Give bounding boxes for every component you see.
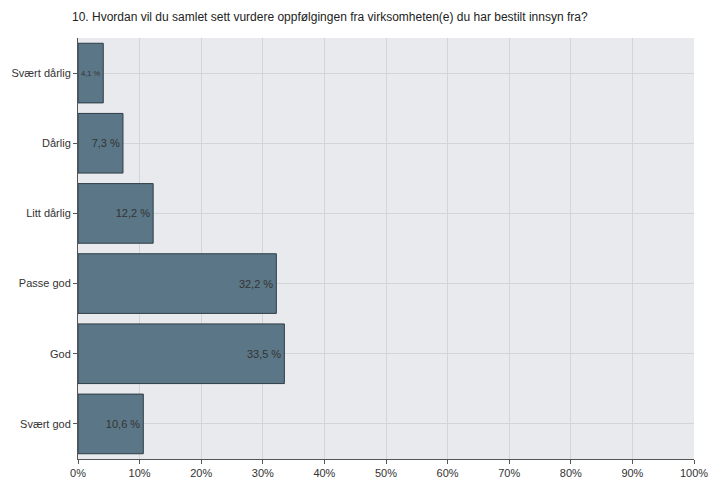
svg-text:Dårlig: Dårlig [42,137,71,149]
svg-text:7,3 %: 7,3 % [92,137,120,149]
svg-text:90%: 90% [621,467,643,479]
svg-text:30%: 30% [252,467,274,479]
svg-text:God: God [50,348,71,360]
svg-text:Svært god: Svært god [20,418,71,430]
svg-text:12,2 %: 12,2 % [116,207,150,219]
svg-text:Litt dårlig: Litt dårlig [26,207,71,219]
svg-text:50%: 50% [375,467,397,479]
svg-text:20%: 20% [190,467,212,479]
svg-text:100%: 100% [680,467,708,479]
svg-text:80%: 80% [560,467,582,479]
svg-text:10%: 10% [129,467,151,479]
svg-text:10,6 %: 10,6 % [106,418,140,430]
svg-text:60%: 60% [437,467,459,479]
svg-text:40%: 40% [313,467,335,479]
svg-text:10. Hvordan vil du samlet sett: 10. Hvordan vil du samlet sett vurdere o… [72,10,588,24]
svg-text:0%: 0% [70,467,86,479]
svg-text:33,5 %: 33,5 % [247,348,281,360]
svg-text:Svært dårlig: Svært dårlig [12,67,71,79]
svg-text:32,2 %: 32,2 % [239,278,273,290]
svg-text:4,1 %: 4,1 % [81,69,100,78]
svg-text:Passe god: Passe god [19,277,71,289]
svg-text:70%: 70% [498,467,520,479]
